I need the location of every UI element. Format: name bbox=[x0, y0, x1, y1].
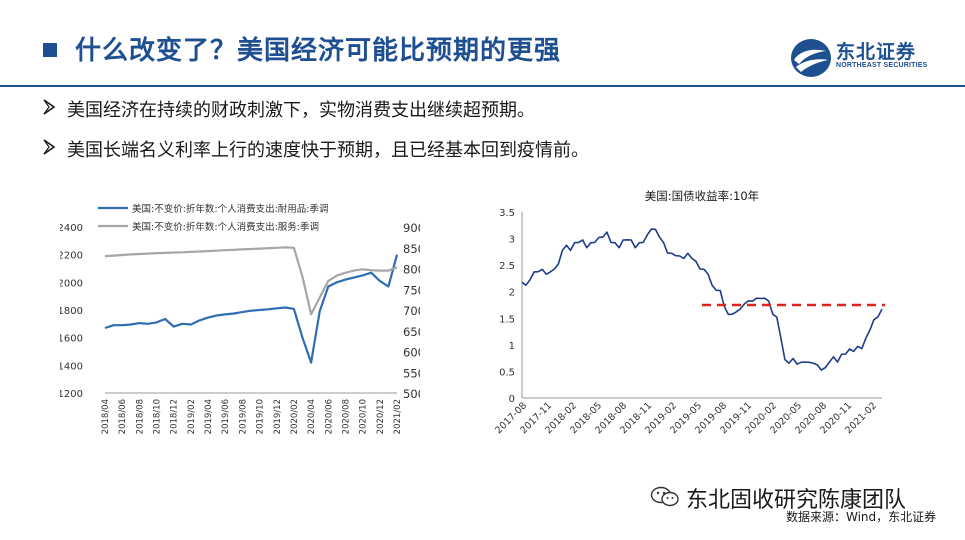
y-tick-label: 3 bbox=[509, 235, 515, 246]
x-tick-label: 2019/02 bbox=[187, 399, 197, 434]
y-tick-label: 0 bbox=[509, 394, 515, 405]
y-left-tick-label: 1600 bbox=[60, 334, 83, 345]
y-right-tick-label: 7500 bbox=[403, 283, 420, 297]
x-tick-label: 2020/12 bbox=[376, 399, 386, 434]
y-right-tick-label: 8500 bbox=[403, 242, 420, 256]
title-bar: 什么改变了？美国经济可能比预期的更强 东北证券 NORTHEAST SECURI… bbox=[0, 0, 965, 88]
legend-label: 美国:不变价:折年数:个人消费支出:耐用品:季调 bbox=[132, 203, 329, 215]
title-square-marker bbox=[43, 43, 57, 57]
y-left-tick-label: 1400 bbox=[60, 361, 83, 372]
x-tick-label: 2018/10 bbox=[153, 399, 163, 434]
y-left-tick-label: 1800 bbox=[60, 306, 83, 317]
arrow-bullet-icon bbox=[43, 99, 56, 115]
logo-emblem-icon bbox=[791, 39, 831, 77]
y-tick-label: 0.5 bbox=[499, 367, 515, 378]
chart-title: 美国:国债收益率:10年 bbox=[645, 189, 759, 203]
y-right-tick-label: 7000 bbox=[403, 304, 420, 318]
y-tick-label: 1 bbox=[509, 341, 515, 352]
y-right-tick-label: 5000 bbox=[403, 387, 420, 401]
y-right-tick-label: 6500 bbox=[403, 325, 420, 339]
page-title: 什么改变了？美国经济可能比预期的更强 bbox=[75, 36, 562, 66]
x-tick-label: 2019/10 bbox=[256, 399, 266, 434]
x-tick-label: 2019/12 bbox=[273, 399, 283, 434]
x-tick-label: 2018/08 bbox=[135, 399, 145, 434]
x-tick-label: 2018/06 bbox=[118, 399, 128, 434]
consumption-chart: 1200 1400 1600 1800 2000 2200 2400 5000 5500 6000… bbox=[60, 203, 420, 434]
wechat-watermark: 东北固收研究陈康团队 bbox=[650, 482, 940, 513]
durable-goods-series-line bbox=[104, 254, 399, 364]
y-tick-label: 1.5 bbox=[499, 314, 515, 325]
x-tick-label: 2018/12 bbox=[170, 399, 180, 434]
yield-series-line bbox=[521, 228, 883, 371]
x-tick-label: 2020/06 bbox=[324, 399, 334, 434]
watermark-text: 东北固收研究陈康团队 bbox=[686, 488, 907, 513]
y-left-tick-label: 2000 bbox=[60, 278, 83, 289]
y-tick-label: 2.5 bbox=[499, 261, 515, 272]
y-right-tick-label: 8000 bbox=[403, 263, 420, 277]
y-tick-label: 3.5 bbox=[499, 208, 515, 219]
x-tick-label: 2020/08 bbox=[341, 399, 351, 434]
y-tick-label: 2 bbox=[509, 288, 515, 299]
legend-label: 美国:不变价:折年数:个人消费支出:服务:季调 bbox=[132, 221, 319, 233]
company-logo: 东北证券 NORTHEAST SECURITIES bbox=[786, 38, 946, 78]
logo-name-en: NORTHEAST SECURITIES bbox=[836, 62, 928, 69]
x-tick-label: 2019/04 bbox=[204, 399, 214, 434]
x-tick-label: 2020/10 bbox=[359, 399, 369, 434]
title-divider bbox=[0, 85, 965, 87]
bullet-text: 美国长端名义利率上行的速度快于预期，且已经基本回到疫情前。 bbox=[67, 140, 589, 161]
arrow-bullet-icon bbox=[43, 139, 56, 155]
x-tick-label: 2020/04 bbox=[307, 399, 317, 434]
x-tick-label: 2018/04 bbox=[101, 399, 111, 434]
x-tick-label: 2021/02 bbox=[393, 399, 403, 434]
x-tick-label: 2019/08 bbox=[238, 399, 248, 434]
wechat-icon bbox=[650, 486, 679, 507]
y-left-tick-label: 2200 bbox=[60, 251, 83, 262]
y-right-tick-label: 9000 bbox=[403, 221, 420, 235]
y-left-tick-label: 1200 bbox=[60, 389, 83, 400]
x-tick-label: 2020/02 bbox=[290, 399, 300, 434]
data-source-note: 数据来源：Wind，东北证券 bbox=[786, 510, 937, 524]
services-series-line bbox=[104, 246, 398, 316]
bullet-text: 美国经济在持续的财政刺激下，实物消费支出继续超预期。 bbox=[67, 100, 535, 121]
y-right-tick-label: 6000 bbox=[403, 346, 420, 360]
logo-name-cn: 东北证券 bbox=[836, 41, 917, 63]
y-right-tick-label: 5500 bbox=[403, 366, 420, 380]
x-tick-label: 2019/06 bbox=[221, 399, 231, 434]
y-left-tick-label: 2400 bbox=[60, 223, 83, 234]
treasury-yield-chart: 美国:国债收益率:10年00.511.522.533.52017-082017-… bbox=[493, 189, 885, 436]
